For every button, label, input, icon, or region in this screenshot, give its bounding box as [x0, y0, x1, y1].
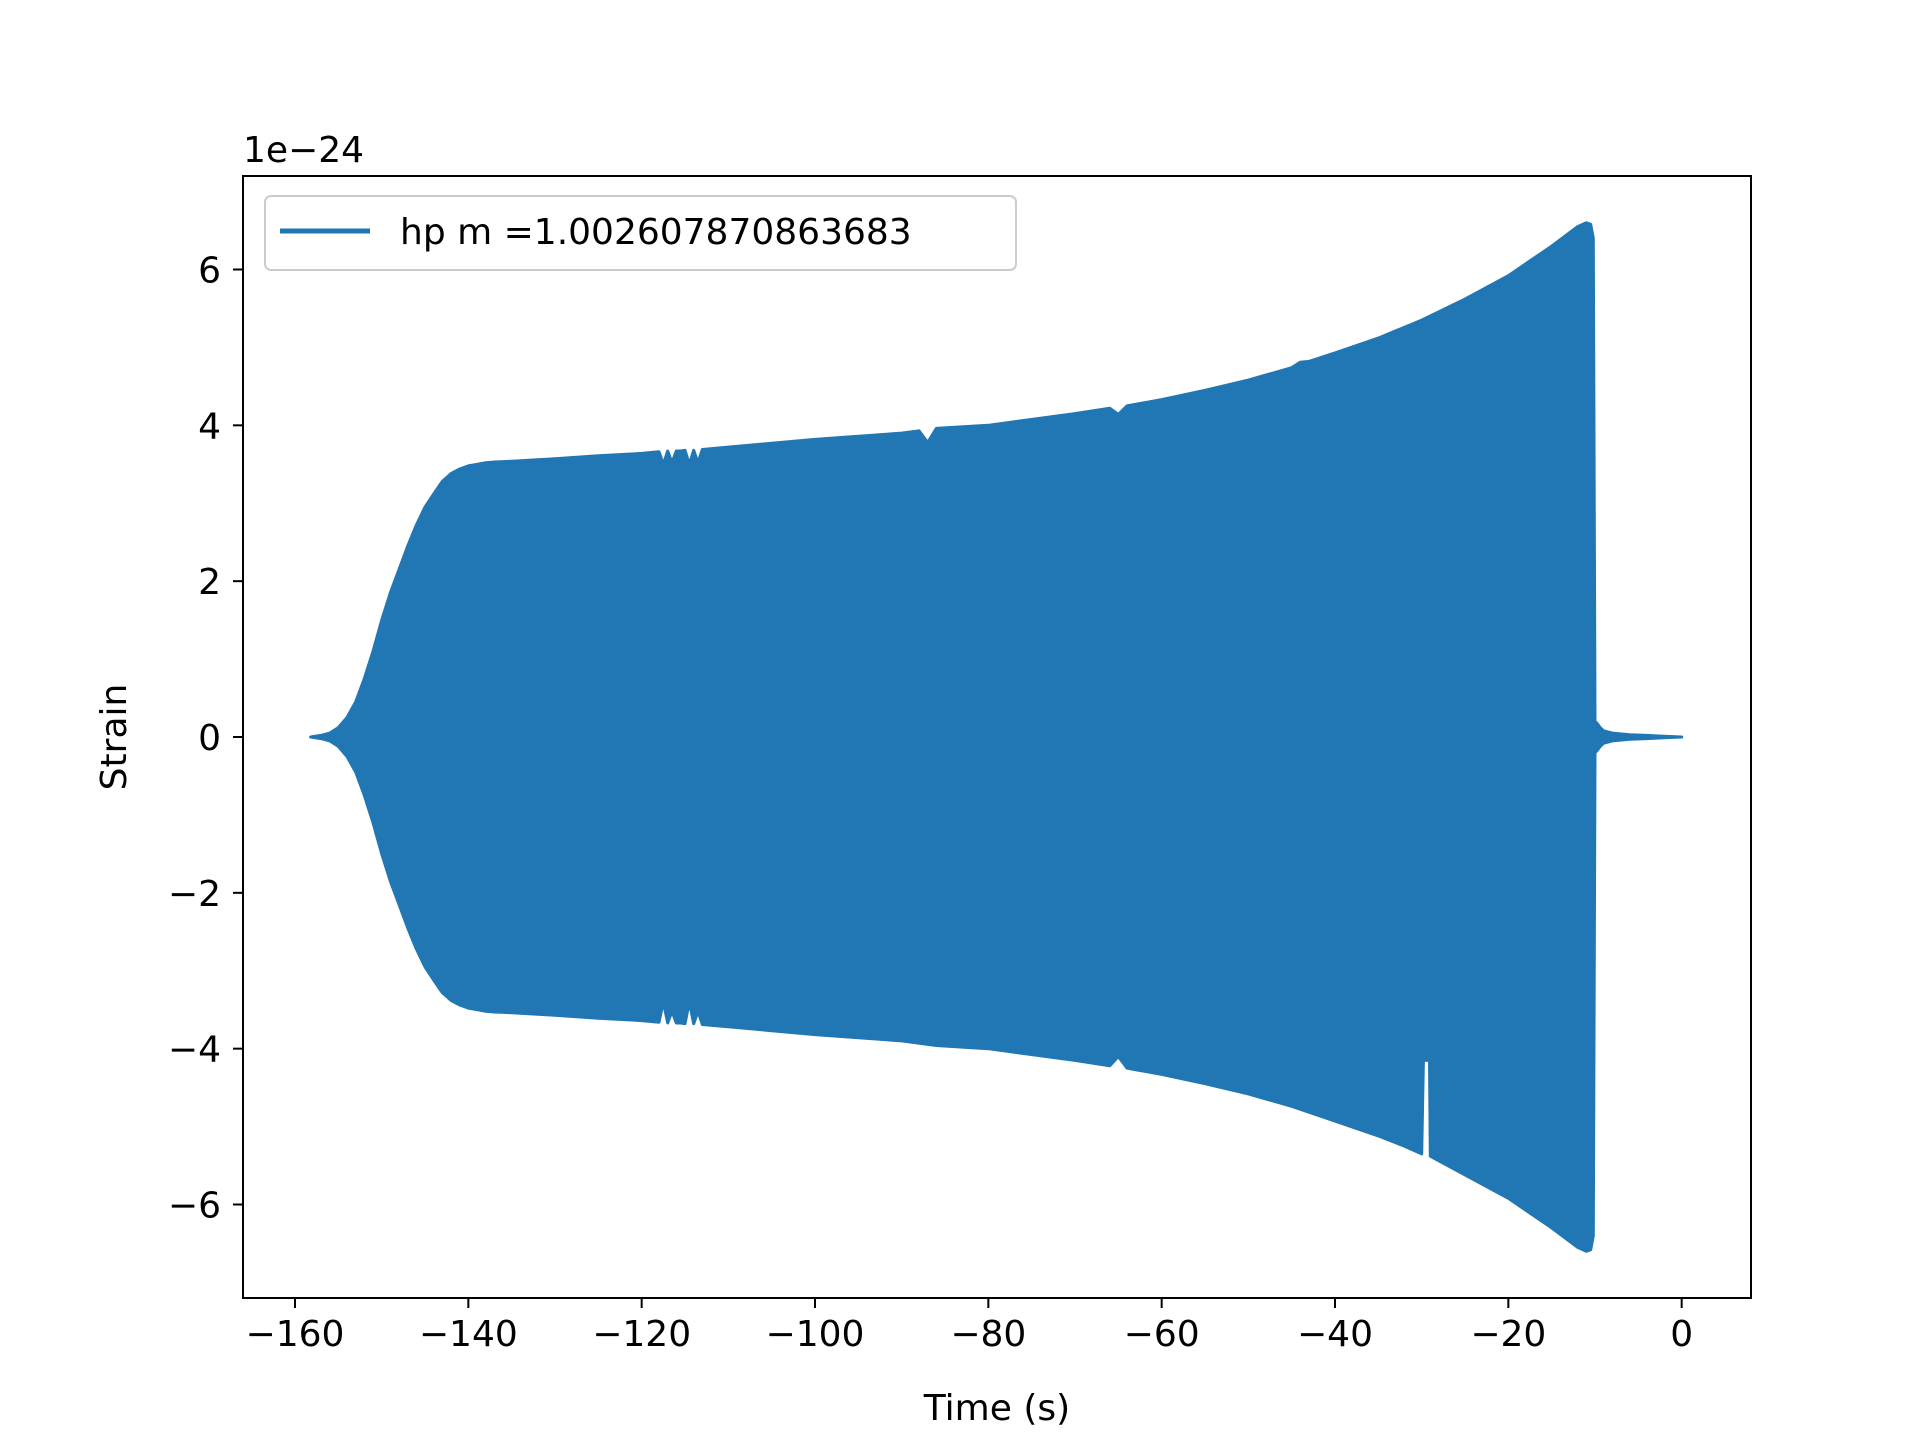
x-axis-label: Time (s)	[923, 1388, 1070, 1429]
y-tick-label: −2	[168, 874, 221, 915]
series-waveform-0	[309, 221, 1684, 1253]
x-tick-label: −100	[766, 1314, 865, 1355]
y-tick-label: 6	[198, 251, 221, 292]
y-offset-label: 1e−24	[243, 130, 364, 171]
y-tick-label: −6	[168, 1186, 221, 1227]
x-tick-label: −140	[419, 1314, 518, 1355]
y-axis-label: Strain	[94, 684, 135, 791]
x-tick-label: −120	[592, 1314, 691, 1355]
legend-box	[264, 195, 1017, 271]
plot-area	[309, 221, 1684, 1253]
y-tick-label: 2	[198, 562, 221, 603]
x-tick-label: −60	[1124, 1314, 1200, 1355]
x-tick-label: −40	[1297, 1314, 1373, 1355]
x-tick-label: −80	[950, 1314, 1026, 1355]
legend-entry-label: hp m =1.002607870863683	[400, 212, 912, 253]
y-tick-label: −4	[168, 1030, 221, 1071]
x-tick-label: 0	[1670, 1314, 1693, 1355]
y-tick-label: 0	[198, 718, 221, 759]
x-tick-label: −20	[1470, 1314, 1546, 1355]
x-tick-label: −160	[246, 1314, 345, 1355]
legend: hp m =1.002607870863683	[264, 195, 1017, 271]
y-tick-label: 4	[198, 406, 221, 447]
